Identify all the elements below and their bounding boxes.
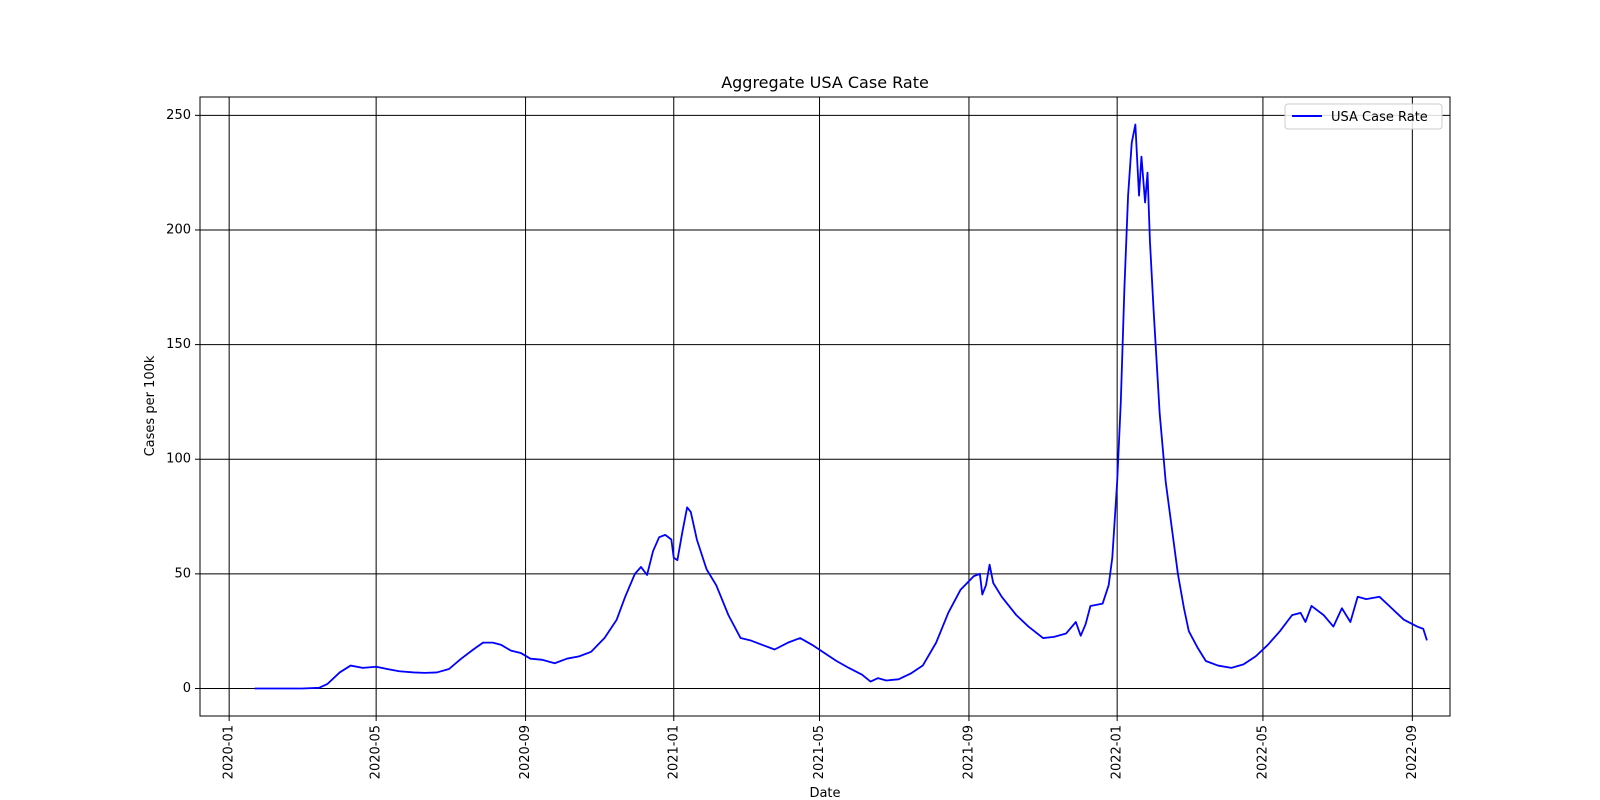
y-gridlines: [200, 114, 1450, 689]
x-tick-label: 2022-09: [1405, 725, 1420, 779]
y-tick-label: 50: [174, 566, 191, 581]
series-line-usa-case-rate: [254, 123, 1428, 690]
x-tick-label: 2020-09: [518, 725, 533, 779]
chart-title: Aggregate USA Case Rate: [721, 73, 929, 92]
y-tick-label: 200: [166, 222, 191, 237]
legend-label: USA Case Rate: [1331, 110, 1428, 125]
y-tick-label: 100: [166, 452, 191, 467]
x-tick-label: 2021-01: [666, 725, 681, 779]
y-tick-label: 0: [183, 681, 191, 696]
series-layer: [254, 123, 1428, 690]
x-tick-label: 2021-09: [961, 725, 976, 779]
x-tick-label: 2020-01: [222, 725, 237, 779]
y-tick-label: 150: [166, 337, 191, 352]
legend-box: [1284, 103, 1443, 130]
plot-frame: [199, 96, 1451, 717]
legend: USA Case Rate: [1284, 103, 1443, 130]
y-axis-title: Cases per 100k: [143, 355, 158, 456]
x-axis-ticks: 2020-01 2020-05 2020-09 2021-01 2021-05 2021-…: [222, 716, 1420, 779]
x-tick-label: 2021-05: [812, 725, 827, 779]
y-axis-ticks: 0 50 100 150 200 250: [166, 108, 200, 696]
y-tick-label: 250: [166, 108, 191, 123]
x-gridlines: [228, 97, 1413, 716]
x-tick-label: 2022-05: [1255, 725, 1270, 779]
x-tick-label: 2020-05: [369, 725, 384, 779]
x-axis-title: Date: [809, 786, 840, 800]
x-tick-label: 2022-01: [1110, 725, 1125, 779]
